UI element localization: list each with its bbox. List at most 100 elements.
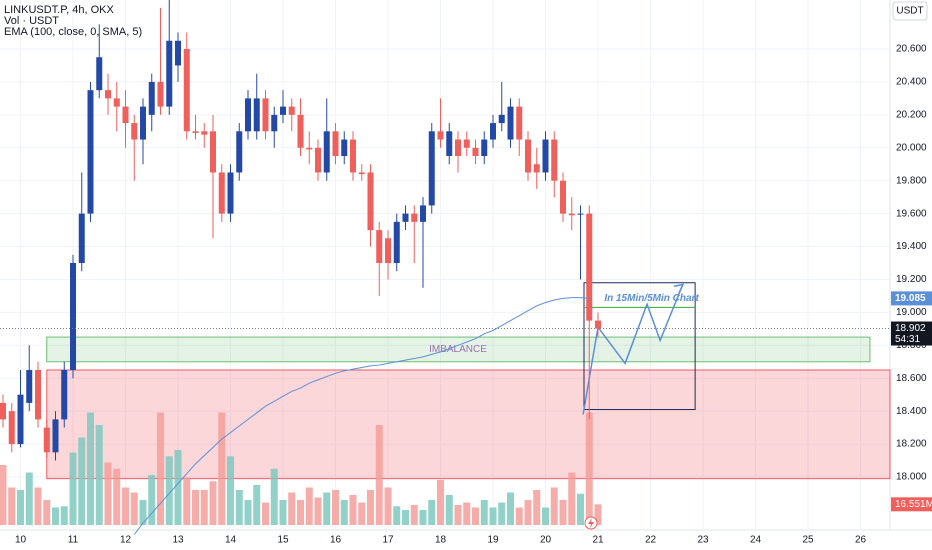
currency-button[interactable] (892, 1, 928, 21)
volume-bar (533, 490, 541, 525)
candle-body (376, 230, 383, 263)
volume-bar (104, 462, 112, 525)
volume-bar (419, 510, 427, 525)
volume-bar (87, 412, 94, 525)
volume-bar (34, 487, 42, 525)
candle-body (52, 419, 59, 453)
volume-bar (515, 507, 523, 525)
countdown-label: 54:31 (895, 334, 920, 345)
candle-body (210, 131, 216, 173)
volume-bar (472, 507, 479, 525)
candle-body (262, 98, 269, 132)
volume-bar (332, 490, 339, 525)
volume-tag (891, 497, 932, 512)
candle-body (35, 370, 41, 420)
zone (46, 336, 871, 363)
volume-bar (60, 506, 68, 525)
volume-bar (25, 472, 33, 525)
price-label: 18.902 (895, 323, 926, 334)
zone-label: IMBALANCE (429, 344, 487, 355)
y-tick-label: 19.000 (896, 307, 927, 318)
x-tick-label: 20 (540, 535, 552, 546)
candle-body (306, 147, 313, 150)
candle-body (385, 238, 391, 263)
volume-bar (297, 500, 304, 525)
candle-body (140, 106, 146, 140)
volume-bar (209, 481, 217, 525)
candle-body (253, 98, 260, 132)
x-tick-label: 22 (645, 535, 657, 546)
x-tick-label: 17 (382, 535, 394, 546)
volume-bar (253, 485, 261, 525)
candle-body (218, 172, 225, 214)
x-tick-label: 26 (855, 535, 867, 546)
candle-body (525, 139, 531, 173)
volume-bar (113, 468, 121, 525)
candle-body (131, 123, 138, 140)
x-tick-label: 23 (697, 535, 709, 546)
volume-bar (402, 510, 409, 525)
volume-bar (95, 425, 103, 525)
ema-line (133, 297, 590, 535)
volume-bar (288, 492, 296, 525)
x-tick-label: 18 (435, 535, 447, 546)
volume-bar (507, 492, 514, 525)
zone (46, 369, 891, 480)
candle-body (455, 139, 461, 156)
volume-bar (437, 480, 444, 525)
candle-body (122, 106, 129, 124)
candle-body (560, 180, 566, 214)
volume-bar (270, 468, 278, 525)
candle-body (367, 172, 374, 231)
volume-bar (463, 502, 471, 525)
volume-bar (393, 506, 401, 525)
candle-body (490, 123, 496, 140)
y-tick-label: 19.800 (896, 175, 927, 186)
price-tag (891, 321, 932, 346)
candle-body (411, 213, 418, 222)
candle-body (551, 139, 558, 181)
volume-bar (323, 492, 331, 525)
x-tick-label: 19 (487, 535, 499, 546)
ema-legend: EMA (100, close, 0, SMA, 5) (4, 26, 142, 38)
candle-body (192, 131, 199, 133)
y-tick-label: 18.000 (896, 472, 927, 483)
volume-bar (480, 500, 488, 525)
volume-bar (200, 490, 208, 525)
projection-arrowhead (673, 283, 685, 294)
candle-body (542, 139, 549, 173)
candle-body (358, 172, 365, 175)
chart-title: LINKUSDT.P, 4h, OKX (4, 4, 115, 16)
volume-bar (139, 500, 147, 525)
candle-body (446, 131, 453, 156)
volume-bar (428, 500, 436, 525)
volume-bar (279, 500, 287, 525)
candle-body (157, 81, 164, 107)
candle-body (280, 106, 286, 115)
projection-path (582, 284, 684, 415)
candle-body (26, 370, 33, 403)
volume-bar (174, 450, 182, 525)
volume-bar (130, 492, 138, 525)
candle-body (437, 131, 444, 140)
volume-bar (157, 412, 164, 525)
volume-bar (559, 500, 567, 525)
candle-body (148, 81, 155, 115)
candle-body (96, 57, 103, 91)
ema-price-label: 19.085 (895, 293, 926, 304)
volume-bar (305, 487, 313, 525)
y-tick-label: 19.200 (896, 274, 927, 285)
volume-bar (568, 472, 576, 525)
volume-bar (314, 497, 322, 525)
projection-label: In 15Min/5Min Chart (604, 293, 699, 304)
x-tick-label: 11 (68, 535, 79, 546)
candle-body (498, 114, 505, 124)
x-tick-label: 10 (15, 535, 27, 546)
candle-body (586, 213, 593, 321)
candle-body (78, 213, 85, 263)
x-tick-label: 15 (277, 535, 289, 546)
volume-bar (550, 487, 558, 525)
candle-body (43, 427, 50, 453)
candle-body (507, 106, 514, 140)
volume-bar (445, 495, 453, 525)
